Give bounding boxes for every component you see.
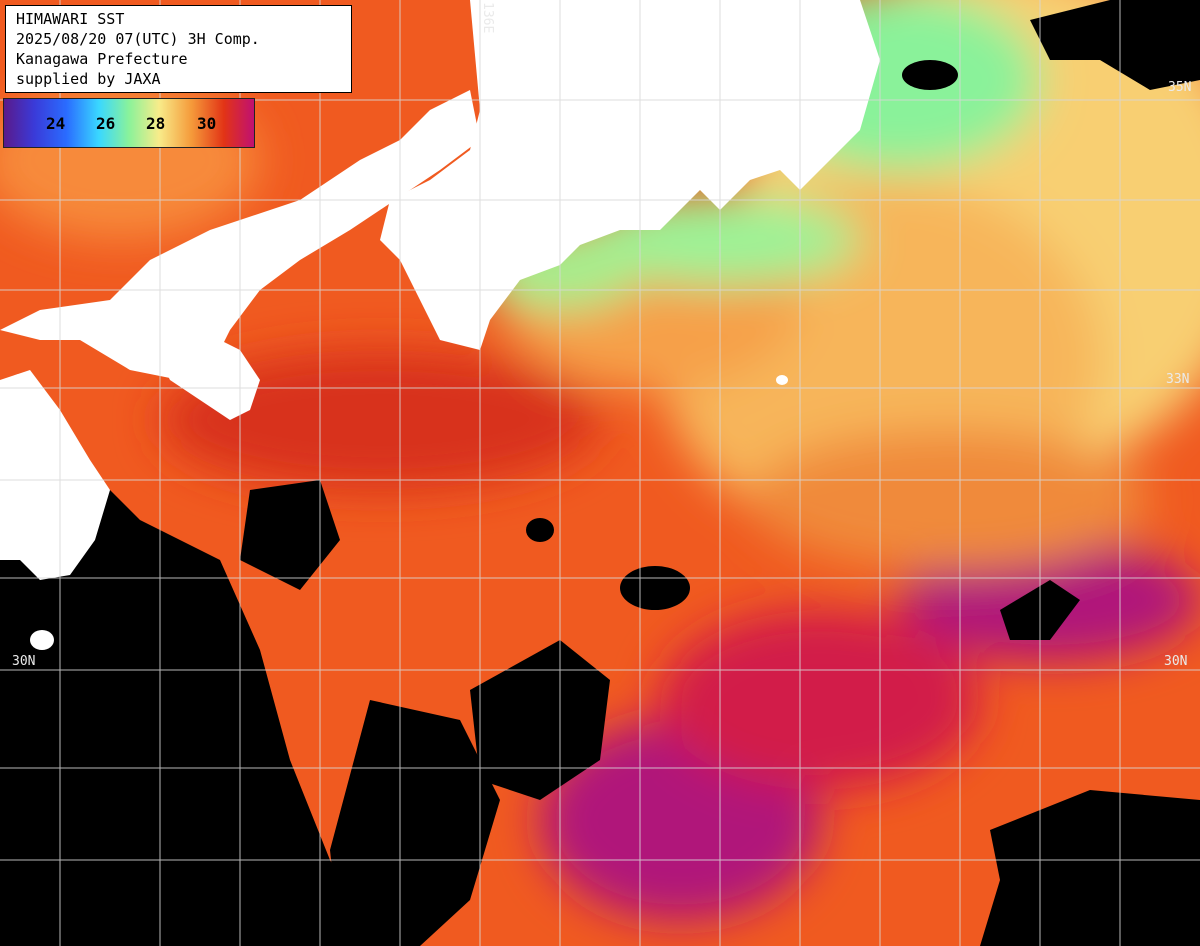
lat-label-30n-left: 30N: [12, 654, 36, 669]
title-line-3: Kanagawa Prefecture: [16, 50, 188, 68]
title-line-2: 2025/08/20 07(UTC) 3H Comp.: [16, 30, 260, 48]
lat-label-30n-right: 30N: [1164, 654, 1188, 669]
scale-tick-28: 28: [146, 114, 166, 133]
scale-tick-24: 24: [46, 114, 66, 133]
title-line-4: supplied by JAXA: [16, 70, 161, 88]
lat-label-35n: 35N: [1168, 80, 1192, 95]
title-box: HIMAWARI SST 2025/08/20 07(UTC) 3H Comp.…: [5, 5, 352, 93]
lon-label-136e: 136E: [480, 2, 495, 34]
title-line-1: HIMAWARI SST: [16, 10, 125, 28]
lat-label-33n: 33N: [1166, 372, 1190, 387]
color-scale: 24 26 28 30: [3, 98, 255, 148]
scale-tick-30: 30: [197, 114, 217, 133]
scale-tick-26: 26: [96, 114, 116, 133]
